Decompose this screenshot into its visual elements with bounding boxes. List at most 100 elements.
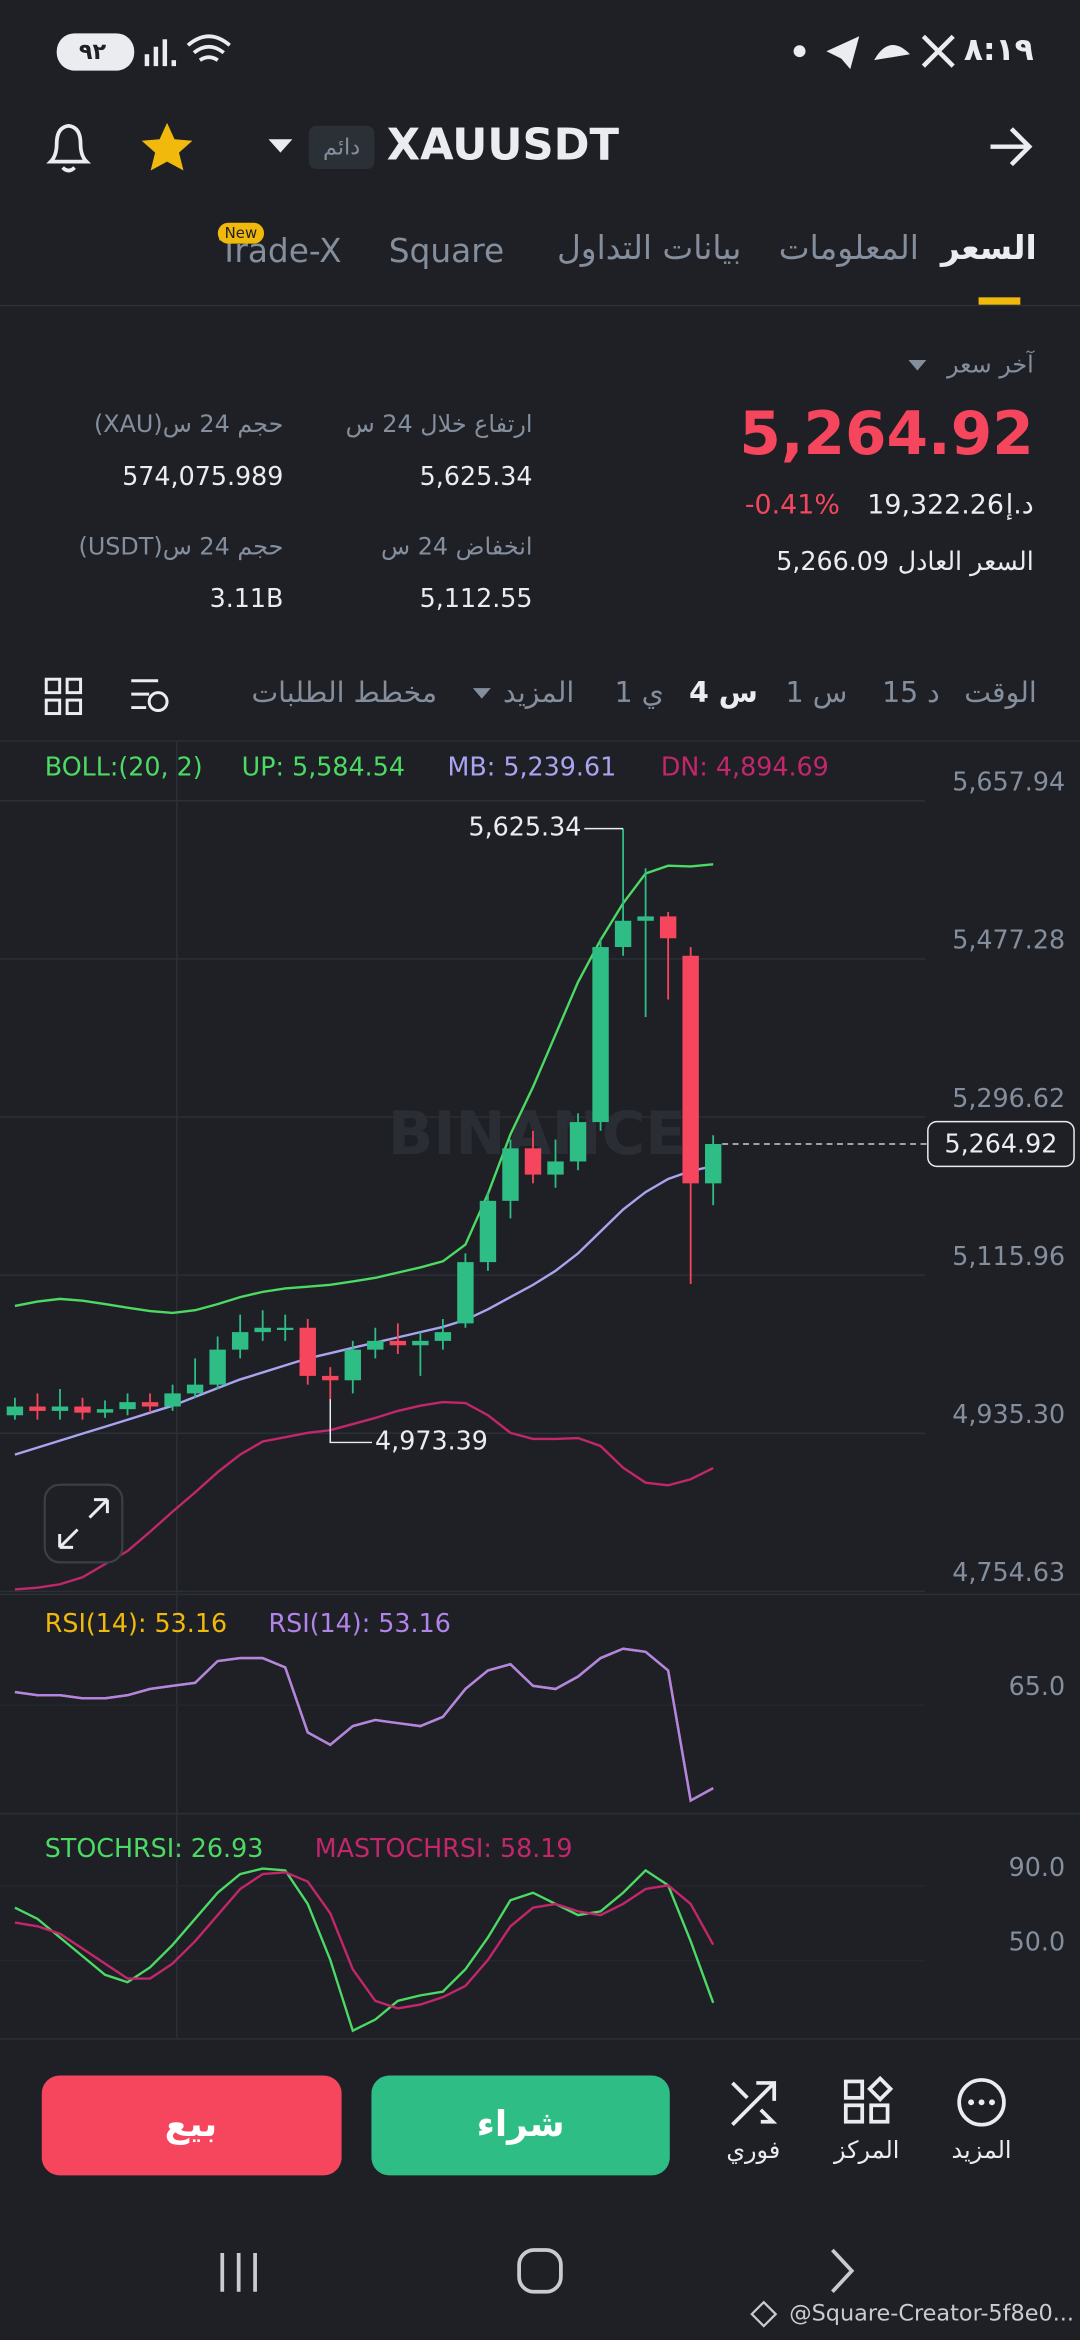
dropdown-caret[interactable] [908,360,927,371]
candle-body [569,1122,587,1162]
spot-icon[interactable] [731,2081,778,2127]
indicator-line [14,1164,714,1456]
indicator-line [14,1400,714,1591]
dropdown-caret[interactable] [472,688,491,699]
back-arrow[interactable] [990,127,1033,167]
sell-label: بيع [165,2104,218,2145]
action-item[interactable]: فوري [726,2136,780,2164]
fullscreen-button[interactable] [43,1483,124,1564]
candle-body [231,1332,249,1350]
recent-apps[interactable] [220,2252,257,2292]
indicator-line [14,863,714,1315]
signal-icon [144,39,177,67]
legend-entry: RSI(14): 53.16 [45,1608,227,1638]
candle-body [74,1406,91,1413]
grid-line [0,1116,925,1118]
tab[interactable]: المعلومات [779,229,919,267]
local-price: 19,322.26 [867,490,1004,521]
wifi-icon [186,34,231,62]
home-button[interactable] [517,2248,563,2294]
symbol[interactable]: XAUUSDT [387,121,620,171]
last-price-label: آخر سعر [946,349,1035,378]
timeframe-option[interactable]: 4 س [689,676,758,709]
telegram-icon [826,36,860,70]
y-tick-label: 50.0 [1009,1926,1065,1956]
annotation-label: 4,973.39 [375,1425,488,1455]
layout-icon[interactable] [44,677,83,716]
buy-label: شراء [477,2104,565,2145]
indicator-settings-icon[interactable] [131,679,169,713]
candle-wick [194,1358,197,1398]
timeframe-label: الوقت [964,676,1037,709]
last-price-box [927,1120,1075,1168]
timeframe-option[interactable]: 1 س [786,676,848,709]
candle-wick [622,828,624,956]
favorite-star[interactable] [141,122,193,171]
candle-body [119,1402,136,1410]
tab[interactable]: بيانات التداول [557,229,741,267]
legend-entry: RSI(14): 53.16 [269,1608,451,1638]
stat-value: 574,075.989 [122,461,283,491]
timeframe-option[interactable]: 1 ي [615,676,664,709]
sell-button[interactable] [41,2075,342,2176]
stat-value: 5,112.55 [420,583,533,613]
action-item[interactable]: المركز [833,2136,899,2164]
grid-line [0,1432,925,1435]
candle-body [524,1148,542,1175]
legend-entry: MASTOCHRSI: 58.19 [315,1833,573,1863]
last-price-label: 5,264.92 [945,1129,1058,1159]
bell-icon[interactable] [46,123,92,173]
local-currency: د.إ [1006,490,1034,521]
pane-divider [0,1812,1080,1815]
indicator-name: BOLL:(20, 2) [45,752,203,782]
stat-value: 3.11B [210,583,284,613]
back-button[interactable] [831,2248,855,2294]
y-tick-label: 65.0 [1009,1671,1065,1701]
annotation-line [329,1399,373,1444]
buy-button[interactable] [371,2075,670,2176]
candle-body [367,1340,384,1350]
indicator-line [14,1871,715,2010]
candle-body [6,1406,24,1416]
timeframe-options: 15 د 1 س 4 س 1 ي [615,676,940,709]
symbol-dropdown[interactable] [268,139,293,153]
depth-chart[interactable]: مخطط الطلبات [252,676,438,709]
tab[interactable]: Square [389,232,504,270]
y-tick-label: 4,935.30 [952,1399,1065,1429]
grid-line [0,1885,925,1887]
candle-body [277,1327,294,1330]
candle-body [254,1327,271,1333]
pane-divider [0,1593,1080,1596]
contract-type: دائم [323,135,360,161]
candle-wick [419,1332,422,1376]
divider [0,2038,1080,2040]
tab-indicator [978,297,1021,305]
battery [56,33,135,71]
fullscreen-icon [58,1498,109,1549]
grid-line [0,1959,925,1962]
y-tick-label: 4,754.63 [952,1557,1065,1587]
candle-body [704,1144,722,1184]
candle-body [614,920,632,948]
candle-body [592,947,609,1123]
tab[interactable]: السعر [939,229,1037,267]
app-icon [874,45,910,61]
candle-wick [261,1310,264,1341]
action-item[interactable]: المزيد [952,2136,1012,2164]
candle-body [502,1148,519,1201]
clock: ٨:١٩ [964,32,1034,68]
position-icon[interactable] [843,2075,894,2124]
more-timeframes[interactable]: المزيد [503,676,574,709]
contract-chip [308,125,375,170]
annotation-label: 5,625.34 [468,812,581,842]
timeframe-option[interactable]: 15 د [882,676,940,709]
candle-wick [396,1323,399,1355]
candle-body [164,1393,181,1407]
grid-line [0,1704,925,1706]
candle-body [682,955,699,1184]
more-icon[interactable] [957,2078,1006,2127]
dot-icon [793,45,806,58]
x-icon [921,34,955,68]
